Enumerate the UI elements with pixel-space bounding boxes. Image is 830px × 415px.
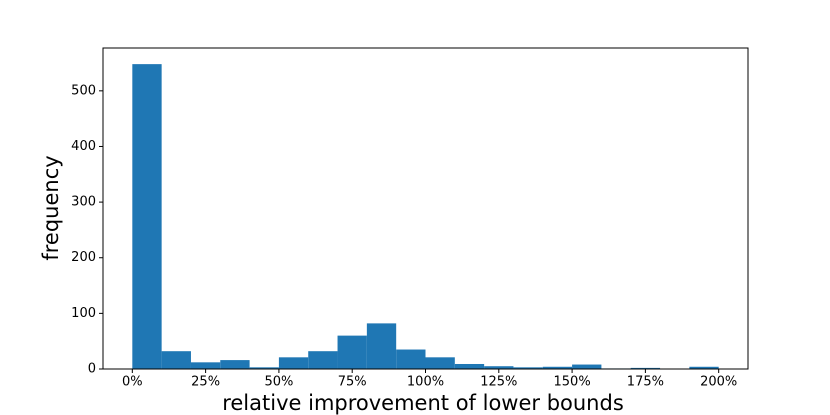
bar [630, 367, 661, 369]
y-tick-label: 0 [88, 362, 96, 377]
y-tick-label: 200 [71, 250, 96, 265]
y-tick-label: 500 [71, 83, 96, 98]
bar [132, 64, 162, 369]
bar [308, 351, 338, 369]
x-tick-label: 175% [627, 375, 664, 390]
x-tick-label: 150% [554, 375, 591, 390]
y-axis-label: frequency [39, 155, 63, 260]
bar [249, 367, 279, 369]
x-axis-label: relative improvement of lower bounds [222, 391, 624, 415]
x-tick-label: 200% [700, 375, 737, 390]
bar [425, 357, 455, 369]
bar [689, 366, 719, 369]
bar [278, 357, 309, 369]
bar [337, 335, 367, 369]
bar [454, 363, 485, 369]
x-tick-label: 25% [191, 375, 220, 390]
bar [513, 367, 543, 369]
bar [396, 349, 426, 369]
bar [484, 366, 514, 369]
bar [366, 323, 397, 369]
bar [161, 351, 191, 369]
bar [190, 362, 221, 369]
bar [542, 366, 573, 369]
bar [220, 360, 250, 369]
plot-frame [102, 47, 749, 370]
x-tick-label: 100% [407, 375, 444, 390]
bar [572, 364, 602, 369]
y-tick-label: 100 [71, 306, 96, 321]
x-tick-label: 125% [480, 375, 517, 390]
y-tick-label: 400 [71, 139, 96, 154]
x-tick-label: 50% [264, 375, 293, 390]
x-tick-label: 0% [122, 375, 143, 390]
x-tick-label: 75% [338, 375, 367, 390]
y-tick-label: 300 [71, 195, 96, 210]
